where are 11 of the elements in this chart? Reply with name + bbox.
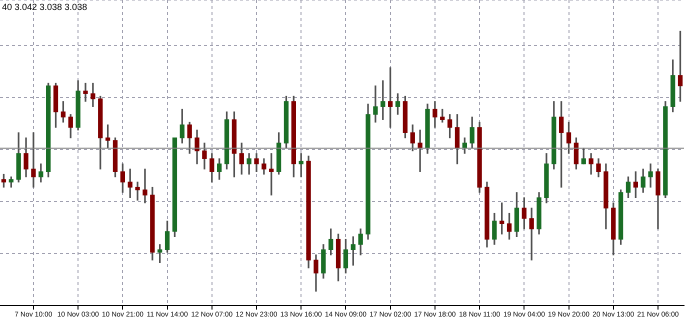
candlestick	[373, 86, 378, 123]
candlestick	[90, 82, 96, 107]
candlestick	[246, 153, 252, 175]
candlestick	[588, 153, 594, 175]
candlestick	[83, 82, 88, 102]
candlestick	[31, 132, 36, 188]
candlestick	[135, 182, 140, 201]
candlestick	[142, 168, 148, 204]
candlestick	[418, 130, 422, 172]
candlestick	[648, 164, 653, 188]
text: 40 3.042 3.038 3.038	[2, 2, 88, 12]
